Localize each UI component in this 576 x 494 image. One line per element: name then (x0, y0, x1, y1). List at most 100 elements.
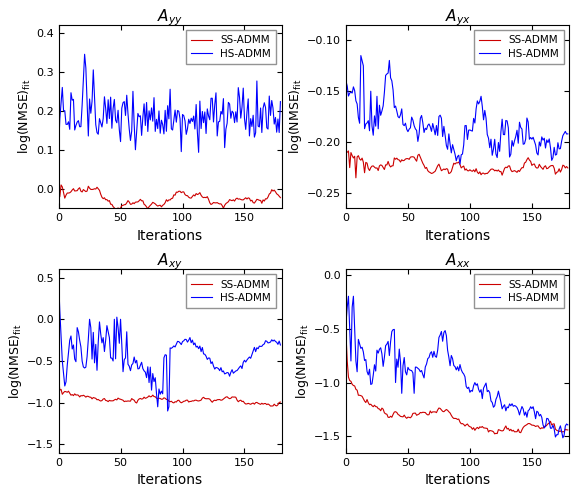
HS-ADMM (542, 145, 549, 151)
HS-ADMM (347, 358, 354, 364)
SS-ADMM (55, 374, 62, 380)
HS-ADMM (195, 149, 202, 155)
HS-ADMM (253, 345, 260, 351)
Legend: SS-ADMM, HS-ADMM: SS-ADMM, HS-ADMM (186, 275, 276, 308)
HS-ADMM (559, 435, 566, 441)
HS-ADMM (457, 161, 464, 167)
SS-ADMM (271, 401, 278, 407)
SS-ADMM (345, 148, 352, 154)
SS-ADMM (353, 175, 359, 181)
HS-ADMM (277, 99, 284, 105)
SS-ADMM (391, 155, 398, 161)
SS-ADMM (82, 189, 89, 195)
SS-ADMM (252, 400, 259, 406)
Legend: SS-ADMM, HS-ADMM: SS-ADMM, HS-ADMM (473, 30, 564, 64)
HS-ADMM (81, 365, 88, 371)
SS-ADMM (343, 331, 350, 337)
X-axis label: Iterations: Iterations (425, 473, 491, 487)
SS-ADMM (429, 170, 436, 176)
HS-ADMM (389, 327, 396, 332)
Line: SS-ADMM: SS-ADMM (59, 377, 281, 406)
Line: SS-ADMM: SS-ADMM (59, 185, 281, 209)
HS-ADMM (370, 132, 377, 138)
X-axis label: Iterations: Iterations (137, 473, 203, 487)
Line: HS-ADMM: HS-ADMM (59, 279, 281, 411)
SS-ADMM (347, 150, 354, 156)
SS-ADMM (564, 427, 571, 433)
SS-ADMM (541, 423, 548, 429)
HS-ADMM (389, 87, 396, 93)
SS-ADMM (559, 162, 566, 168)
HS-ADMM (271, 337, 278, 343)
HS-ADMM (81, 51, 88, 57)
X-axis label: Iterations: Iterations (425, 229, 491, 243)
SS-ADMM (102, 197, 109, 203)
Line: SS-ADMM: SS-ADMM (346, 334, 568, 434)
SS-ADMM (112, 206, 119, 212)
SS-ADMM (55, 186, 62, 192)
SS-ADMM (142, 202, 149, 208)
HS-ADMM (357, 52, 364, 58)
HS-ADMM (370, 372, 377, 378)
HS-ADMM (55, 147, 62, 153)
HS-ADMM (541, 425, 548, 431)
SS-ADMM (59, 391, 66, 397)
Y-axis label: log(NMSE)$_\mathregular{fit}$: log(NMSE)$_\mathregular{fit}$ (16, 79, 33, 155)
Y-axis label: log(NMSE)$_\mathregular{fit}$: log(NMSE)$_\mathregular{fit}$ (287, 79, 304, 155)
HS-ADMM (558, 428, 565, 434)
Y-axis label: log(NMSE)$_\mathregular{fit}$: log(NMSE)$_\mathregular{fit}$ (294, 323, 312, 399)
HS-ADMM (272, 115, 279, 121)
SS-ADMM (558, 429, 565, 435)
Line: SS-ADMM: SS-ADMM (346, 151, 568, 178)
SS-ADMM (277, 195, 284, 201)
HS-ADMM (141, 101, 147, 107)
Line: HS-ADMM: HS-ADMM (346, 55, 568, 164)
SS-ADMM (371, 164, 378, 170)
SS-ADMM (343, 149, 350, 155)
SS-ADMM (267, 403, 274, 409)
HS-ADMM (277, 342, 284, 348)
SS-ADMM (101, 396, 108, 402)
SS-ADMM (388, 414, 395, 420)
HS-ADMM (345, 293, 352, 299)
SS-ADMM (369, 403, 376, 409)
SS-ADMM (255, 197, 262, 203)
HS-ADMM (59, 358, 66, 364)
SS-ADMM (277, 399, 284, 405)
HS-ADMM (564, 422, 571, 428)
HS-ADMM (139, 366, 146, 371)
HS-ADMM (343, 78, 350, 84)
SS-ADMM (564, 165, 571, 171)
SS-ADMM (139, 396, 146, 402)
Title: $A_{yx}$: $A_{yx}$ (445, 7, 471, 28)
Legend: SS-ADMM, HS-ADMM: SS-ADMM, HS-ADMM (186, 30, 276, 64)
HS-ADMM (59, 84, 66, 90)
SS-ADMM (542, 163, 549, 169)
HS-ADMM (564, 131, 571, 137)
HS-ADMM (428, 349, 435, 355)
HS-ADMM (255, 123, 262, 129)
HS-ADMM (101, 349, 108, 355)
HS-ADMM (164, 408, 171, 414)
Y-axis label: log(NMSE)$_\mathregular{fit}$: log(NMSE)$_\mathregular{fit}$ (7, 323, 24, 399)
Title: $A_{xy}$: $A_{xy}$ (157, 251, 183, 272)
HS-ADMM (102, 105, 109, 111)
SS-ADMM (272, 189, 279, 195)
HS-ADMM (559, 133, 566, 139)
HS-ADMM (55, 276, 62, 282)
HS-ADMM (428, 128, 435, 134)
HS-ADMM (346, 90, 353, 96)
SS-ADMM (491, 431, 498, 437)
SS-ADMM (346, 377, 353, 383)
SS-ADMM (427, 408, 434, 414)
Title: $A_{yy}$: $A_{yy}$ (157, 7, 183, 28)
Line: HS-ADMM: HS-ADMM (59, 54, 281, 152)
Title: $A_{xx}$: $A_{xx}$ (445, 251, 471, 270)
X-axis label: Iterations: Iterations (137, 229, 203, 243)
HS-ADMM (343, 320, 350, 326)
HS-ADMM (82, 65, 89, 71)
SS-ADMM (60, 190, 67, 196)
SS-ADMM (81, 393, 88, 399)
SS-ADMM (58, 182, 65, 188)
Line: HS-ADMM: HS-ADMM (346, 296, 568, 438)
